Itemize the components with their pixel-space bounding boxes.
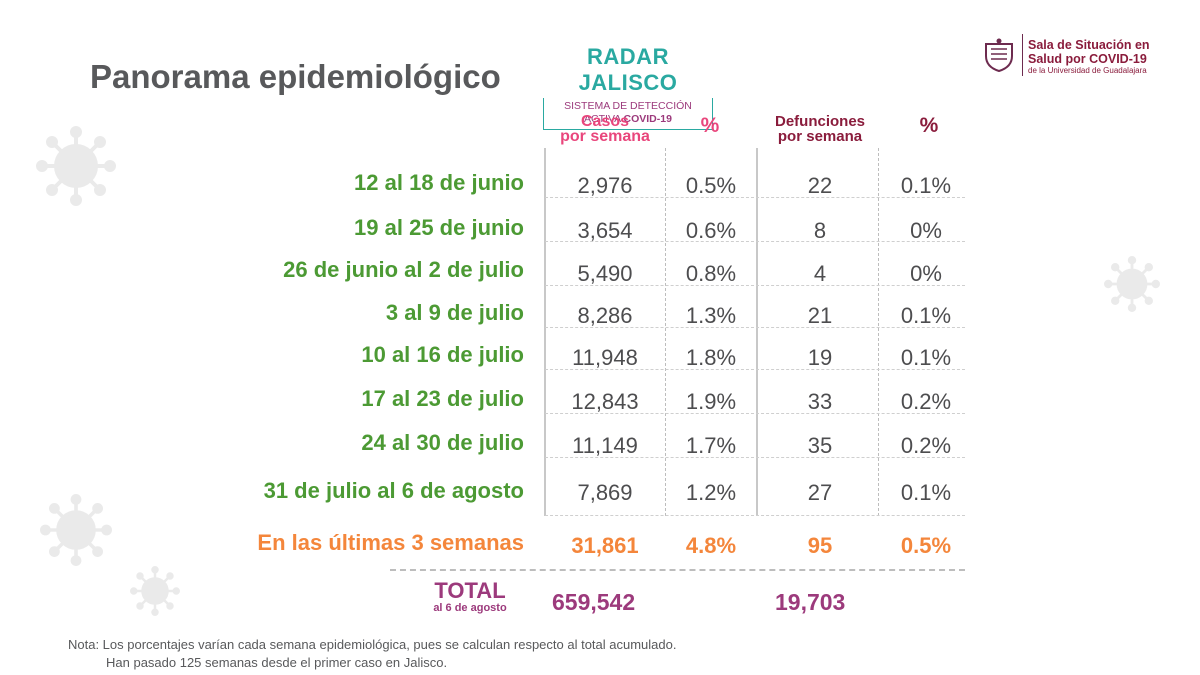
- cell-defunciones: 27: [807, 480, 833, 505]
- logo-separator: [1022, 34, 1023, 76]
- radar-subtitle-line1: SISTEMA DE DETECCIÓN: [564, 100, 692, 112]
- summary-defunciones: 95: [807, 533, 833, 558]
- row-label: 10 al 16 de julio: [361, 342, 524, 367]
- cell-pct-defunciones: 0.1%: [900, 173, 952, 198]
- cell-casos: 7,869: [577, 480, 633, 505]
- radar-title: RADAR JALISCO: [578, 44, 678, 95]
- cell-pct-defunciones: 0.2%: [900, 433, 952, 458]
- cell-defunciones: 21: [807, 303, 833, 328]
- def-header-line1: Defunciones: [774, 113, 865, 130]
- cell-casos: 5,490: [577, 261, 633, 286]
- page-title: Panorama epidemiológico: [90, 58, 501, 95]
- row-divider: [545, 515, 965, 516]
- cell-pct-defunciones: 0.1%: [900, 345, 952, 370]
- column-header-casos: Casos por semana: [540, 113, 670, 145]
- column-divider: [878, 148, 879, 516]
- row-label: 3 al 9 de julio: [385, 300, 524, 325]
- column-divider: [665, 148, 666, 516]
- cell-casos: 3,654: [577, 218, 633, 243]
- footnote-line1: Nota: Los porcentajes varían cada semana…: [68, 637, 677, 652]
- radar-subtitle-bold: COVID-19: [623, 113, 672, 125]
- cell-pct-defunciones: 0.1%: [900, 480, 952, 505]
- sala-situacion-title: Sala de Situación en Salud por COVID-19: [1028, 38, 1150, 66]
- column-divider: [544, 148, 546, 516]
- row-label: 19 al 25 de junio: [354, 215, 524, 240]
- cell-defunciones: 33: [807, 389, 833, 414]
- cell-defunciones: 4: [813, 261, 827, 286]
- virus-icon: [40, 494, 112, 566]
- cell-pct-casos: 1.9%: [685, 389, 737, 414]
- cell-casos: 12,843: [571, 389, 639, 414]
- radar-subtitle: SISTEMA DE DETECCIÓN ACTIVA COVID-19: [543, 98, 713, 130]
- cell-casos: 2,976: [577, 173, 633, 198]
- cell-pct-casos: 0.8%: [685, 261, 737, 286]
- row-divider: [545, 197, 965, 198]
- column-header-pct-defunciones: %: [919, 114, 939, 137]
- cell-defunciones: 8: [813, 218, 827, 243]
- virus-icon: [130, 566, 180, 616]
- row-label: 24 al 30 de julio: [361, 430, 524, 455]
- row-label: 26 de junio al 2 de julio: [283, 257, 524, 282]
- row-divider: [545, 285, 965, 286]
- radar-subtitle-prefix: ACTIVA: [584, 113, 624, 125]
- cell-casos: 8,286: [577, 303, 633, 328]
- sala-subtitle: de la Universidad de Guadalajara: [1028, 66, 1147, 75]
- row-label: 31 de julio al 6 de agosto: [263, 478, 524, 503]
- cell-pct-defunciones: 0.2%: [900, 389, 952, 414]
- row-divider: [545, 369, 965, 370]
- virus-icon: [36, 126, 116, 206]
- row-divider: [545, 457, 965, 458]
- cell-pct-casos: 1.2%: [685, 480, 737, 505]
- def-header-line2: por semana: [777, 128, 863, 145]
- total-defunciones: 19,703: [775, 589, 846, 615]
- cell-defunciones: 19: [807, 345, 833, 370]
- footnote: Nota: Los porcentajes varían cada semana…: [68, 636, 676, 672]
- cell-pct-defunciones: 0%: [910, 261, 942, 286]
- cell-pct-casos: 0.6%: [685, 218, 737, 243]
- cell-casos: 11,149: [572, 433, 638, 458]
- footnote-line2: Han pasado 125 semanas desde el primer c…: [106, 655, 448, 670]
- total-casos: 659,542: [552, 589, 636, 615]
- column-header-pct-casos: %: [700, 114, 720, 137]
- cell-defunciones: 35: [807, 433, 833, 458]
- row-label: 17 al 23 de julio: [361, 386, 524, 411]
- virus-icon: [1104, 256, 1160, 312]
- cell-pct-casos: 1.7%: [685, 433, 737, 458]
- casos-header-line2: por semana: [560, 128, 650, 145]
- row-divider: [545, 327, 965, 328]
- total-title: TOTAL: [434, 578, 506, 603]
- cell-pct-defunciones: 0%: [910, 218, 942, 243]
- row-divider: [545, 241, 965, 242]
- sala-line1: Sala de Situación en: [1028, 38, 1150, 52]
- summary-casos: 31,861: [571, 533, 639, 558]
- cell-pct-defunciones: 0.1%: [900, 303, 952, 328]
- total-label: TOTAL al 6 de agosto: [420, 580, 520, 615]
- casos-header-line1: Casos: [580, 113, 630, 130]
- cell-defunciones: 22: [807, 173, 833, 198]
- cell-pct-casos: 1.8%: [685, 345, 737, 370]
- row-divider: [545, 413, 965, 414]
- radar-jalisco-logo: RADAR JALISCO SISTEMA DE DETECCIÓN ACTIV…: [543, 44, 713, 130]
- summary-divider: [390, 569, 965, 571]
- summary-pct-defunciones: 0.5%: [900, 533, 952, 558]
- row-label: 12 al 18 de junio: [354, 170, 524, 195]
- column-header-defunciones: Defunciones por semana: [755, 114, 885, 144]
- radar-subtitle-line2: ACTIVA COVID-19: [544, 113, 712, 126]
- summary-pct-casos: 4.8%: [685, 533, 737, 558]
- sala-line2: Salud por COVID-19: [1028, 52, 1147, 66]
- cell-pct-casos: 1.3%: [685, 303, 737, 328]
- column-divider: [756, 148, 758, 516]
- cell-casos: 11,948: [572, 345, 638, 370]
- cell-pct-casos: 0.5%: [685, 173, 737, 198]
- udg-crest-icon: [985, 38, 1013, 72]
- total-date: al 6 de agosto: [433, 602, 507, 614]
- summary-label: En las últimas 3 semanas: [257, 530, 524, 555]
